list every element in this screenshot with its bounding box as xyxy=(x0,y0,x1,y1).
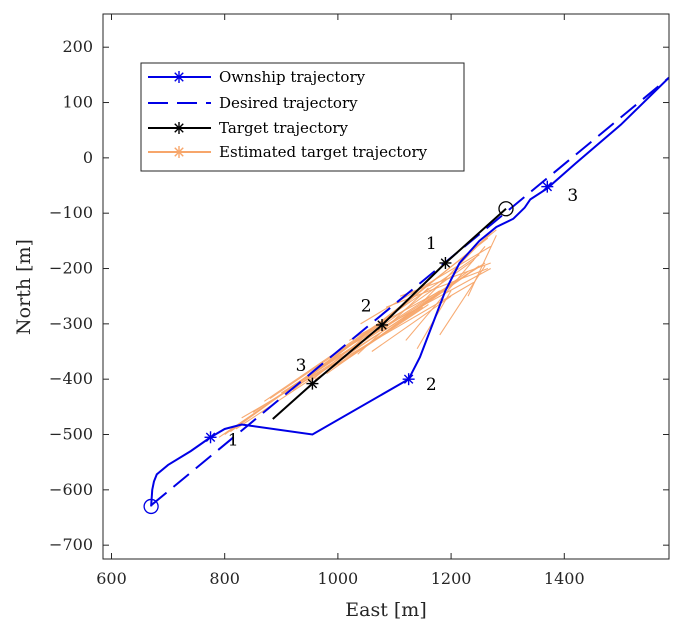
target-marker-stroke xyxy=(307,378,318,389)
axes-box xyxy=(102,13,670,560)
ownship-marker-stroke xyxy=(403,374,414,384)
y-tick-label: −400 xyxy=(49,369,93,388)
estimated-segment-12 xyxy=(337,304,429,366)
x-axis-label: East [m] xyxy=(345,599,426,621)
legend-entry-ownship: Ownship trajectory xyxy=(148,68,366,86)
start-circle-1 xyxy=(498,201,514,217)
annotation-label: 3 xyxy=(567,186,578,206)
legend-entry-estimated: Estimated target trajectory xyxy=(148,143,428,161)
estimated-segment-28 xyxy=(360,245,491,325)
ownship-trajectory-line xyxy=(150,76,669,507)
target-marker-stroke xyxy=(377,320,387,330)
annotation-label: 3 xyxy=(296,356,307,376)
legend-asterisk-stroke xyxy=(174,72,184,82)
x-tick-label: 1400 xyxy=(544,569,585,588)
legend-label-target: Target trajectory xyxy=(219,119,349,137)
legend-label-estimated: Estimated target trajectory xyxy=(219,143,428,161)
legend-asterisk xyxy=(173,122,185,134)
y-tick-label: −300 xyxy=(49,314,93,333)
y-tick-label: 100 xyxy=(62,93,93,112)
x-tick-label: 800 xyxy=(209,569,240,588)
target-marker xyxy=(439,256,452,269)
estimated-segment-20 xyxy=(394,265,480,325)
annotation-label: 1 xyxy=(426,234,437,254)
legend: Ownship trajectory Desired trajectory Ta… xyxy=(140,62,465,172)
y-tick-label: −700 xyxy=(49,535,93,554)
legend-asterisk xyxy=(173,146,185,158)
ownship-marker-stroke xyxy=(205,432,216,443)
legend-marker-target xyxy=(173,122,185,134)
ownship-marker xyxy=(402,373,415,386)
y-tick-label: −600 xyxy=(49,480,93,499)
plot-layer: 1 2 3 3 2 1 xyxy=(143,76,669,515)
ownship-marker xyxy=(541,180,554,193)
y-tick-label: 0 xyxy=(83,148,93,167)
ticks-layer: 600 800 1000 1200 14002001000−100−200−300−40… xyxy=(49,14,669,588)
legend-entry-desired: Desired trajectory xyxy=(148,94,358,112)
estimated-segment-17 xyxy=(371,295,452,352)
y-axis-label: North [m] xyxy=(13,239,35,335)
legend-entry-target: Target trajectory xyxy=(148,119,349,137)
y-tick-label: 200 xyxy=(62,37,93,56)
ownship-marker-stroke xyxy=(542,181,553,192)
x-tick-label: 600 xyxy=(96,569,127,588)
ownship-marker xyxy=(204,431,217,444)
start-circle-0 xyxy=(143,498,159,515)
annotation-label: 2 xyxy=(361,297,372,317)
estimated-segment-29 xyxy=(399,262,491,297)
legend-label-desired: Desired trajectory xyxy=(219,94,358,112)
target-marker-stroke xyxy=(440,258,451,268)
y-tick-label: −200 xyxy=(49,259,93,278)
legend-marker-ownship xyxy=(173,71,185,83)
x-tick-label: 1000 xyxy=(318,569,359,588)
x-tick-label: 1200 xyxy=(431,569,472,588)
target-marker xyxy=(376,318,389,331)
target-trajectory-line xyxy=(272,208,507,420)
y-tick-label: −100 xyxy=(49,203,93,222)
legend-asterisk-stroke xyxy=(174,147,184,157)
target-marker xyxy=(306,377,319,390)
estimated-segment-18 xyxy=(377,259,475,330)
legend-asterisk xyxy=(173,71,185,83)
y-tick-label: −500 xyxy=(49,425,93,444)
annotation-label: 2 xyxy=(426,375,437,395)
legend-asterisk-stroke xyxy=(174,123,184,133)
legend-marker-estimated xyxy=(173,146,185,158)
legend-label-ownship: Ownship trajectory xyxy=(219,68,366,86)
desired-trajectory-line xyxy=(150,76,669,507)
estimated-segment-23 xyxy=(439,265,486,336)
annotation-label: 1 xyxy=(228,431,239,451)
